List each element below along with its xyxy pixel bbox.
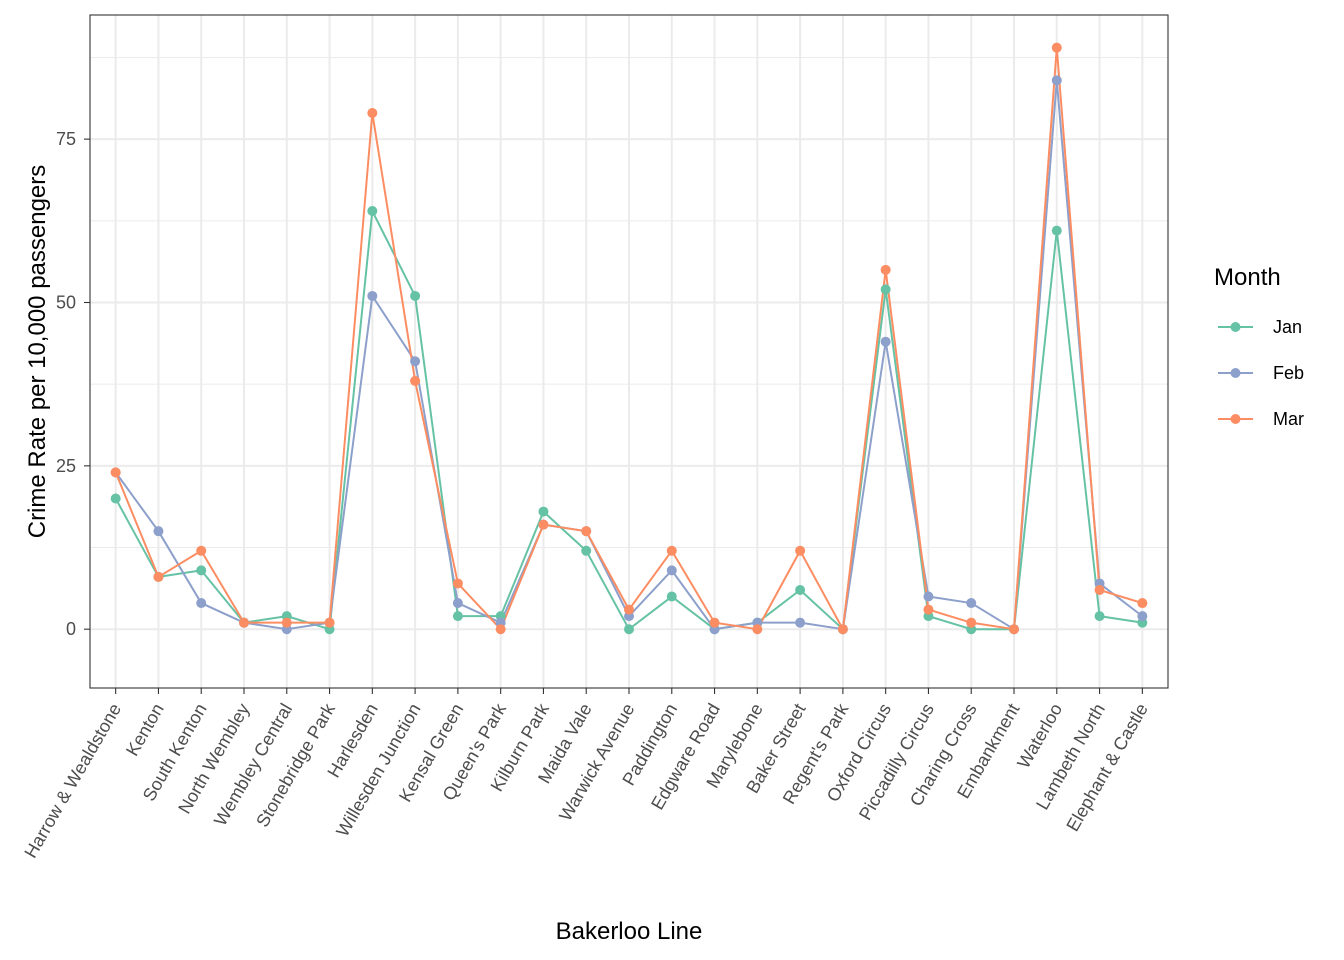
x-tick-label: Harrow & Wealdstone: [20, 700, 125, 861]
y-axis-title: Crime Rate per 10,000 passengers: [24, 165, 51, 539]
data-point-mar: [367, 108, 378, 119]
legend-title: Month: [1214, 264, 1281, 291]
legend-label: Mar: [1273, 409, 1304, 429]
data-point-feb: [923, 591, 934, 602]
data-point-mar: [666, 545, 677, 556]
data-point-feb: [196, 598, 207, 609]
legend-key-point: [1230, 368, 1241, 378]
data-point-jan: [581, 545, 592, 556]
legend: Month Jan Feb Mar: [1214, 264, 1304, 429]
data-point-mar: [1051, 42, 1062, 53]
data-point-feb: [452, 598, 463, 609]
data-point-mar: [923, 604, 934, 615]
data-point-feb: [410, 356, 421, 367]
data-point-mar: [837, 624, 848, 635]
data-point-jan: [1051, 225, 1062, 236]
data-point-mar: [324, 617, 335, 628]
legend-key-point: [1230, 322, 1241, 332]
data-point-jan: [1094, 611, 1105, 622]
data-point-feb: [367, 290, 378, 301]
data-point-jan: [367, 206, 378, 217]
data-point-mar: [110, 467, 121, 478]
data-point-feb: [880, 336, 891, 347]
data-point-mar: [239, 617, 249, 628]
data-point-mar: [410, 375, 421, 386]
y-tick-label: 50: [56, 292, 76, 312]
data-point-feb: [666, 565, 677, 576]
data-point-jan: [110, 493, 121, 504]
data-point-jan: [795, 584, 806, 595]
data-point-mar: [538, 519, 549, 530]
data-point-mar: [966, 617, 977, 628]
x-tick-label: Kenton: [122, 700, 168, 759]
data-point-mar: [581, 526, 592, 537]
y-tick-label: 0: [66, 619, 76, 639]
data-point-jan: [624, 624, 634, 635]
data-point-mar: [752, 624, 763, 635]
data-point-feb: [1137, 611, 1148, 622]
data-point-mar: [709, 617, 720, 628]
data-point-feb: [1051, 75, 1062, 86]
data-point-feb: [153, 526, 164, 537]
data-point-jan: [452, 611, 463, 622]
legend-label: Jan: [1273, 317, 1302, 337]
data-point-feb: [966, 598, 977, 609]
data-point-mar: [1009, 624, 1019, 635]
data-point-mar: [1094, 584, 1105, 595]
data-point-mar: [795, 545, 806, 556]
data-point-jan: [880, 284, 891, 295]
legend-key-point: [1230, 414, 1241, 424]
data-point-mar: [281, 617, 292, 628]
y-tick-label: 25: [56, 456, 76, 476]
data-point-feb: [795, 617, 806, 628]
data-point-mar: [196, 545, 207, 556]
data-point-mar: [1137, 598, 1148, 609]
data-point-jan: [666, 591, 677, 602]
y-tick-label: 75: [56, 129, 76, 149]
data-point-mar: [153, 571, 164, 582]
data-point-mar: [624, 604, 634, 615]
legend-label: Feb: [1273, 363, 1304, 383]
data-point-mar: [452, 578, 463, 589]
data-point-jan: [196, 565, 207, 576]
grid-lines: [90, 15, 1168, 688]
data-point-jan: [410, 290, 421, 301]
data-point-mar: [495, 624, 506, 635]
x-axis-title: Bakerloo Line: [556, 918, 703, 945]
data-point-mar: [880, 264, 891, 275]
data-point-jan: [538, 506, 549, 517]
series-points: [110, 42, 1148, 635]
